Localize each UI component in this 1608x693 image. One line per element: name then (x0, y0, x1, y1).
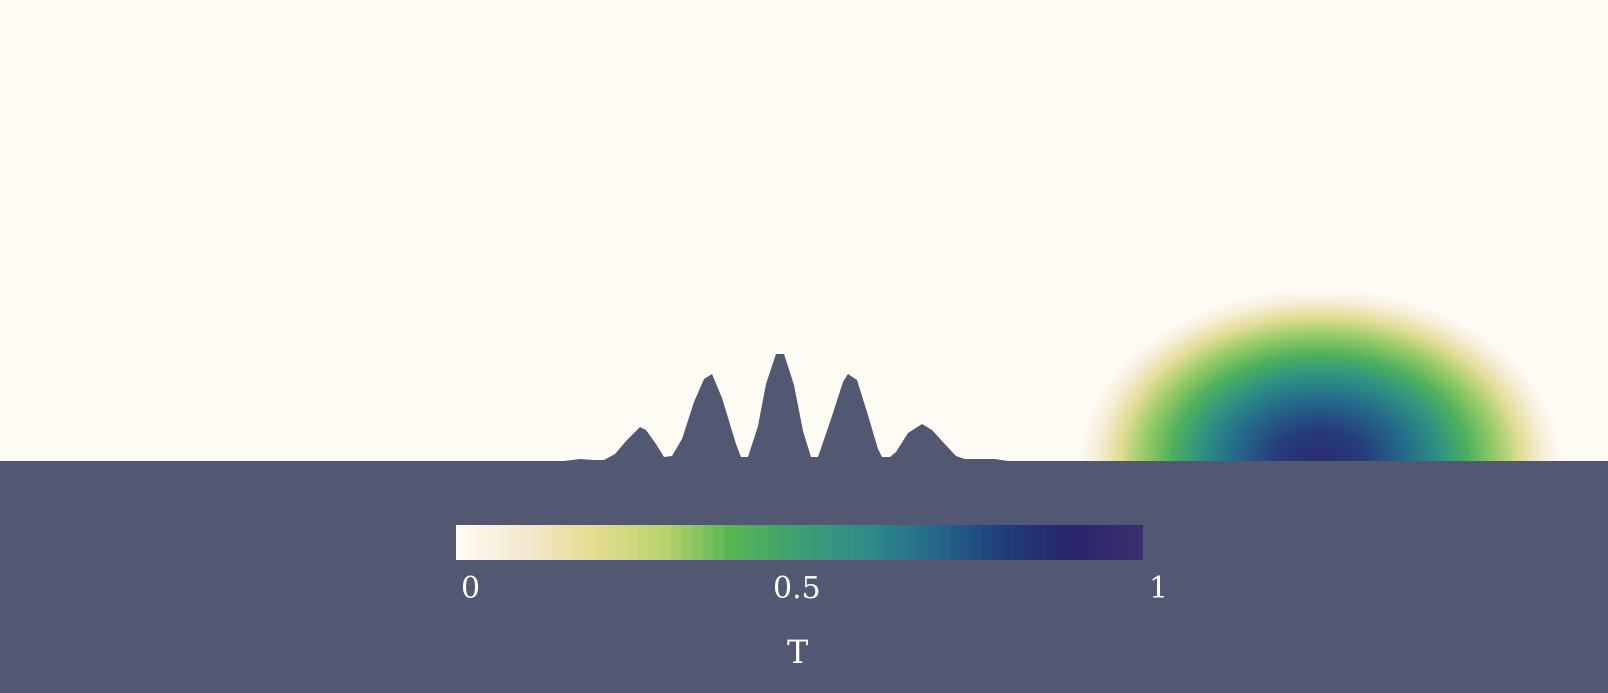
colorbar-cell (981, 525, 994, 560)
colorbar-cell (1014, 525, 1026, 560)
colorbar-cell (896, 525, 908, 560)
colorbar-cell (1089, 525, 1101, 560)
colorbar-cell (820, 525, 833, 560)
colorbar-cell (713, 525, 725, 560)
colorbar-cell (617, 525, 629, 560)
colorbar-title: T (787, 633, 809, 671)
colorbar-cell (1057, 525, 1069, 560)
domain-floor (0, 461, 1608, 693)
colorbar-cell (552, 525, 564, 560)
colorbar-cell (906, 525, 919, 560)
colorbar-cell (885, 525, 897, 560)
colorbar-cell (778, 525, 790, 560)
colorbar-cell (498, 525, 511, 560)
colorbar-cell (992, 525, 1005, 560)
colorbar-cell (466, 525, 479, 560)
colorbar-cell (756, 525, 768, 560)
colorbar-cell (702, 525, 715, 560)
colorbar-cell (863, 525, 876, 560)
colorbar-cell (1003, 525, 1015, 560)
colorbar-cell (574, 525, 586, 560)
colorbar-cell (681, 525, 693, 560)
colorbar-cell (1132, 525, 1143, 560)
colorbar-tick-mid: 0.5 (773, 571, 821, 606)
colorbar-cell (842, 525, 854, 560)
colorbar-cell (745, 525, 758, 560)
colorbar-cell (477, 525, 489, 560)
colorbar-cell (1078, 525, 1090, 560)
colorbar-cell (670, 525, 683, 560)
colorbar-cell (735, 525, 747, 560)
colorbar-cell (928, 525, 940, 560)
colorbar-cell (1024, 525, 1037, 560)
colorbar-cell (971, 525, 983, 560)
colorbar-cell (584, 525, 597, 560)
colorbar-cell (724, 525, 736, 560)
colorbar-cell (563, 525, 575, 560)
wavy-obstacle (560, 354, 1014, 462)
colorbar-cell (595, 525, 607, 560)
colorbar-cell (638, 525, 650, 560)
colorbar-cell (456, 525, 468, 560)
colorbar-cell (649, 525, 661, 560)
colorbar-cell (874, 525, 886, 560)
colorbar-cell (1110, 525, 1123, 560)
colorbar-cell (810, 525, 822, 560)
colorbar-cell (853, 525, 865, 560)
colorbar-cell (659, 525, 672, 560)
colorbar-cell (960, 525, 972, 560)
colorbar-cell (1035, 525, 1047, 560)
colorbar-cell (917, 525, 929, 560)
colorbar-cell (1121, 525, 1133, 560)
colorbar (456, 525, 1143, 560)
colorbar-cell (1046, 525, 1058, 560)
colorbar-cell (1067, 525, 1080, 560)
colorbar-tick-min: 0 (461, 571, 481, 606)
colorbar-cell (949, 525, 962, 560)
colorbar-cell (1100, 525, 1112, 560)
colorbar-cell (799, 525, 811, 560)
colorbar-cell (767, 525, 779, 560)
colorbar-cell (531, 525, 543, 560)
colorbar-cell (939, 525, 951, 560)
colorbar-cell (488, 525, 500, 560)
colorbar-cell (509, 525, 521, 560)
colorbar-cell (831, 525, 844, 560)
colorbar-cell (520, 525, 532, 560)
colorbar-cell (606, 525, 618, 560)
colorbar-cell (788, 525, 801, 560)
colorbar-cell (627, 525, 640, 560)
colorbar-cell (692, 525, 704, 560)
colorbar-tick-max: 1 (1149, 571, 1169, 606)
colorbar-cell (541, 525, 554, 560)
